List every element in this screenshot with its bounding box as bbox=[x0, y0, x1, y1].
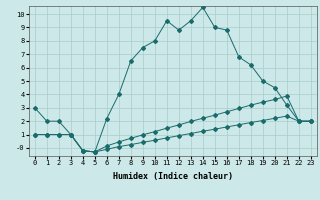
X-axis label: Humidex (Indice chaleur): Humidex (Indice chaleur) bbox=[113, 172, 233, 181]
